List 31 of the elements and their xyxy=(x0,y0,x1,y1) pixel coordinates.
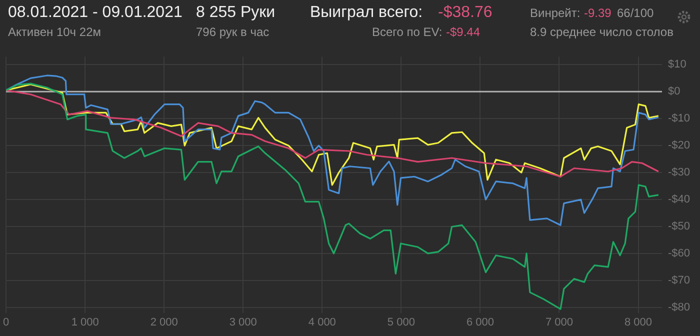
y-tick-label: -$10 xyxy=(668,112,690,125)
text: 66/100 xyxy=(617,6,654,20)
text: -$38.76 xyxy=(438,4,492,22)
text: -$9.44 xyxy=(446,25,480,39)
y-tick-label: -$40 xyxy=(668,194,690,206)
x-tick-label: 1 000 xyxy=(71,316,99,328)
x-tick-label: 7 000 xyxy=(545,316,574,328)
text: 8 255 Руки xyxy=(196,4,276,22)
x-tick-label: 2 000 xyxy=(150,316,178,328)
text: 796 рук в час xyxy=(196,25,270,39)
text: Выиграл всего: xyxy=(310,4,423,22)
chart-subtitle: Активен 10ч 22м xyxy=(8,25,101,39)
chart-title: 08.01.2021 - 09.01.2021 xyxy=(8,4,182,22)
y-tick-label: -$80 xyxy=(668,301,690,314)
x-tick-label: 4 000 xyxy=(308,316,336,328)
text: Всего по EV: xyxy=(372,25,442,39)
y-tick-label: -$50 xyxy=(668,220,690,233)
text: -9.39 xyxy=(584,6,612,20)
y-tick-label: $0 xyxy=(668,86,680,98)
text: Винрейт: xyxy=(530,6,580,20)
x-tick-label: 5 000 xyxy=(387,316,415,328)
x-tick-label: 0 xyxy=(2,316,10,328)
y-tick-label: -$60 xyxy=(668,248,690,260)
y-tick-label: $10 xyxy=(668,58,686,71)
y-tick-label: -$70 xyxy=(668,274,690,286)
y-tick-label: -$20 xyxy=(668,140,690,152)
text: 8.9 среднее число столов xyxy=(530,25,674,39)
x-tick-label: 6 000 xyxy=(466,316,494,328)
y-tick-label: -$30 xyxy=(668,166,690,179)
x-tick-label: 8 000 xyxy=(624,316,652,328)
x-tick-label: 3 000 xyxy=(229,316,257,328)
